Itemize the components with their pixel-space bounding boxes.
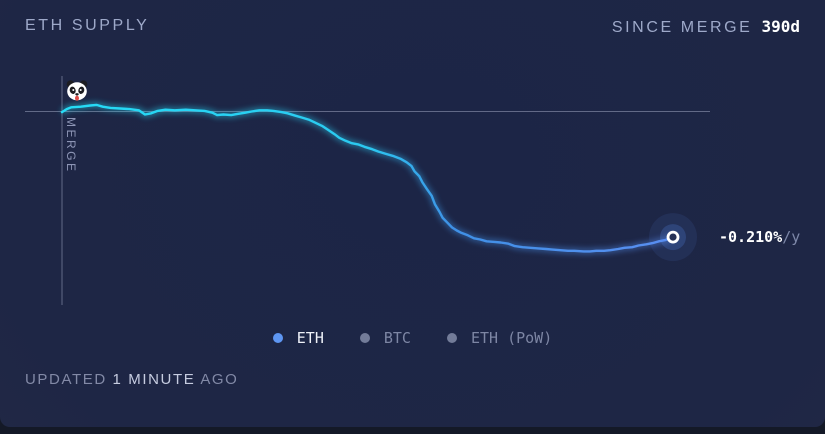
timeframe-value: 390d [761,17,800,36]
endpoint-halo-inner [660,224,686,251]
legend-item-eth[interactable]: ETH [272,329,324,347]
panda-icon [66,80,88,101]
endpoint-value: -0.210% [719,228,783,246]
eth-legend-dot-icon [272,333,283,343]
eth-supply-line-glow [60,101,675,255]
legend-item-eth-pow[interactable]: ETH (PoW) [446,329,553,347]
updated-status: UPDATED 1 MINUTE AGO [25,371,238,388]
timeframe-control[interactable]: SINCE MERGE 390d [612,17,800,37]
endpoint-marker [666,230,680,244]
legend-label-eth: ETH [296,329,324,347]
legend-item-btc[interactable]: BTC [359,329,411,347]
updated-prefix: UPDATED [25,371,107,388]
endpoint-halo-outer [649,213,697,262]
eth-supply-line [60,103,675,253]
widget-title: ETH SUPPLY [25,17,150,34]
eth-pow-legend-dot-icon [446,333,457,343]
endpoint-annotation: -0.210%/y [719,228,800,246]
legend-label-btc: BTC [383,329,411,347]
merge-axis-label: MERGE [64,117,78,174]
legend-label-eth-pow: ETH (PoW) [470,329,553,347]
btc-legend-dot-icon [359,333,370,343]
timeframe-label: SINCE MERGE [611,19,753,36]
endpoint-unit: /y [782,228,801,246]
updated-highlight: 1 MINUTE [112,371,196,388]
updated-suffix: AGO [200,371,239,388]
chart-legend: ETH BTC ETH (PoW) [0,329,825,347]
